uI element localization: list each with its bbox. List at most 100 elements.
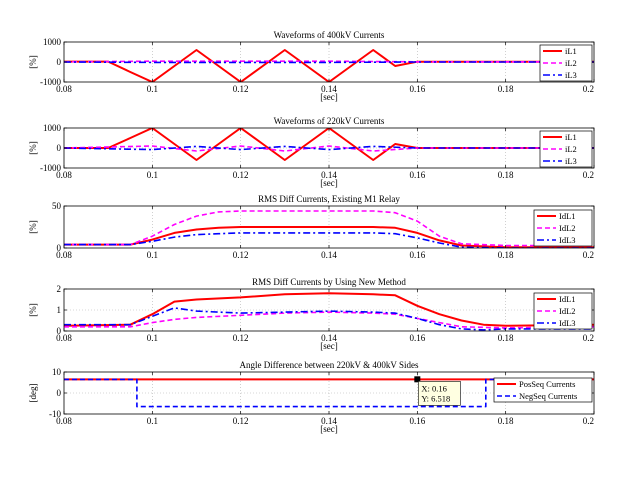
- y-tick-label: 10: [52, 367, 62, 377]
- x-tick-label: 0.2: [583, 416, 594, 426]
- y-tick-label: 0: [57, 57, 62, 67]
- legend-label: IdL3: [559, 318, 576, 328]
- subplot-title: RMS Diff Currents by Using New Method: [252, 277, 406, 287]
- y-axis-label: [%]: [28, 303, 38, 317]
- legend-label: IdL2: [559, 306, 576, 316]
- legend: IdL1 IdL2 IdL3: [533, 292, 593, 330]
- y-tick-label: 0: [57, 388, 62, 398]
- series-line-il3: [64, 145, 594, 151]
- data-tip-y: Y: 6.518: [421, 393, 450, 403]
- data-cursor-tip[interactable]: X: 0.16Y: 6.518: [414, 376, 461, 406]
- x-tick-label: 0.18: [498, 333, 514, 343]
- x-tick-label: 0.16: [409, 416, 425, 426]
- series-line-idl3: [64, 307, 594, 331]
- x-tick-label: 0.12: [233, 250, 249, 260]
- x-tick-label: 0.2: [583, 250, 594, 260]
- subplot-1: 0.08 0.1 0.12 0.14 0.16 0.18 0.2 -1000 0 1000 Wave…: [28, 30, 595, 102]
- legend: iL1 iL2 iL3: [539, 44, 593, 82]
- x-tick-label: 0.1: [147, 250, 158, 260]
- x-tick-label: 0.12: [233, 333, 249, 343]
- legend-label: PosSeq Currents: [519, 379, 575, 389]
- x-axis-label: [sec]: [320, 341, 338, 351]
- legend-label: NegSeq Currents: [519, 391, 577, 401]
- y-tick-label: -1000: [40, 77, 61, 87]
- x-tick-label: 0.08: [56, 250, 72, 260]
- legend: iL1 iL2 iL3: [539, 130, 593, 168]
- subplot-title: Waveforms of 400kV Currents: [274, 30, 385, 40]
- x-tick-label: 0.12: [233, 84, 249, 94]
- legend-label: IdL3: [559, 235, 576, 245]
- legend-label: iL3: [565, 70, 577, 80]
- series-line-idl2: [64, 311, 594, 329]
- y-tick-label: -1000: [40, 163, 61, 173]
- subplot-title: Waveforms of 220kV Currents: [274, 116, 385, 126]
- y-tick-label: 2: [57, 284, 62, 294]
- legend-label: iL1: [565, 132, 577, 142]
- x-tick-label: 0.14: [321, 416, 337, 426]
- subplot-3: 0.08 0.1 0.12 0.14 0.16 0.18 0.2 0 50 RMS Diff Cu…: [28, 194, 595, 260]
- series-line-idl1: [64, 226, 594, 248]
- legend-label: iL2: [565, 144, 577, 154]
- x-tick-label: 0.14: [321, 250, 337, 260]
- subplot-4: 0.08 0.1 0.12 0.14 0.16 0.18 0.2 0 1 2 RMS Diff Cu…: [28, 277, 595, 351]
- legend-box: [493, 377, 593, 403]
- legend-label: IdL2: [559, 223, 576, 233]
- subplot-2: 0.08 0.1 0.12 0.14 0.16 0.18 0.2 -1000 0 1000 Wave…: [28, 116, 595, 188]
- x-tick-label: 0.1: [147, 84, 158, 94]
- x-tick-label: 0.14: [321, 333, 337, 343]
- x-tick-label: 0.14: [321, 84, 337, 94]
- data-cursor-marker[interactable]: [414, 376, 421, 383]
- subplot-5: 0.08 0.1 0.12 0.14 0.16 0.18 0.2 -10 0 10 Angle Di…: [28, 360, 595, 434]
- subplot-title: RMS Diff Currents, Existing M1 Relay: [258, 194, 400, 204]
- data-tip-box: [418, 381, 461, 406]
- legend-label: iL2: [565, 58, 577, 68]
- x-tick-label: 0.16: [409, 250, 425, 260]
- x-tick-label: 0.1: [147, 416, 158, 426]
- x-tick-label: 0.1: [147, 333, 158, 343]
- x-tick-label: 0.18: [498, 250, 514, 260]
- x-tick-label: 0.18: [498, 84, 514, 94]
- legend-label: IdL1: [559, 294, 576, 304]
- y-tick-label: 50: [52, 201, 62, 211]
- x-axis-label: [sec]: [320, 424, 338, 434]
- x-tick-label: 0.16: [409, 170, 425, 180]
- x-tick-label: 0.1: [147, 170, 158, 180]
- y-tick-label: 1: [57, 305, 62, 315]
- x-axis-label: [sec]: [320, 92, 338, 102]
- legend-label: iL1: [565, 46, 577, 56]
- y-axis-label: [deg]: [28, 384, 38, 403]
- series-line-negseq-currents: [64, 378, 594, 408]
- y-axis-label: [%]: [28, 141, 38, 155]
- legend-label: IdL1: [559, 211, 576, 221]
- y-axis-label: [%]: [28, 220, 38, 234]
- data-tip-x: X: 0.16: [421, 383, 447, 393]
- legend: IdL1 IdL2 IdL3: [533, 209, 593, 247]
- x-tick-label: 0.08: [56, 84, 72, 94]
- x-tick-label: 0.18: [498, 170, 514, 180]
- series-line-idl2: [64, 210, 594, 247]
- x-tick-label: 0.12: [233, 170, 249, 180]
- x-tick-label: 0.2: [583, 170, 594, 180]
- y-axis-label: [%]: [28, 55, 38, 69]
- x-tick-label: 0.18: [498, 416, 514, 426]
- y-tick-label: 1000: [43, 37, 62, 47]
- y-tick-label: 0: [57, 243, 62, 253]
- series-line-idl1: [64, 292, 594, 327]
- x-tick-label: 0.2: [583, 84, 594, 94]
- x-tick-label: 0.08: [56, 416, 72, 426]
- x-tick-label: 0.08: [56, 170, 72, 180]
- x-tick-label: 0.16: [409, 333, 425, 343]
- y-tick-label: 1000: [43, 123, 62, 133]
- x-tick-label: 0.2: [583, 333, 594, 343]
- subplot-title: Angle Difference between 220kV & 400kV S…: [240, 360, 419, 370]
- y-tick-label: 0: [57, 143, 62, 153]
- y-tick-label: -10: [49, 409, 61, 419]
- series-line-idl3: [64, 232, 594, 248]
- x-tick-label: 0.14: [321, 170, 337, 180]
- x-tick-label: 0.08: [56, 333, 72, 343]
- legend: PosSeq Currents NegSeq Currents: [493, 377, 593, 403]
- x-axis-label: [sec]: [320, 178, 338, 188]
- x-tick-label: 0.16: [409, 84, 425, 94]
- y-tick-label: 0: [57, 326, 62, 336]
